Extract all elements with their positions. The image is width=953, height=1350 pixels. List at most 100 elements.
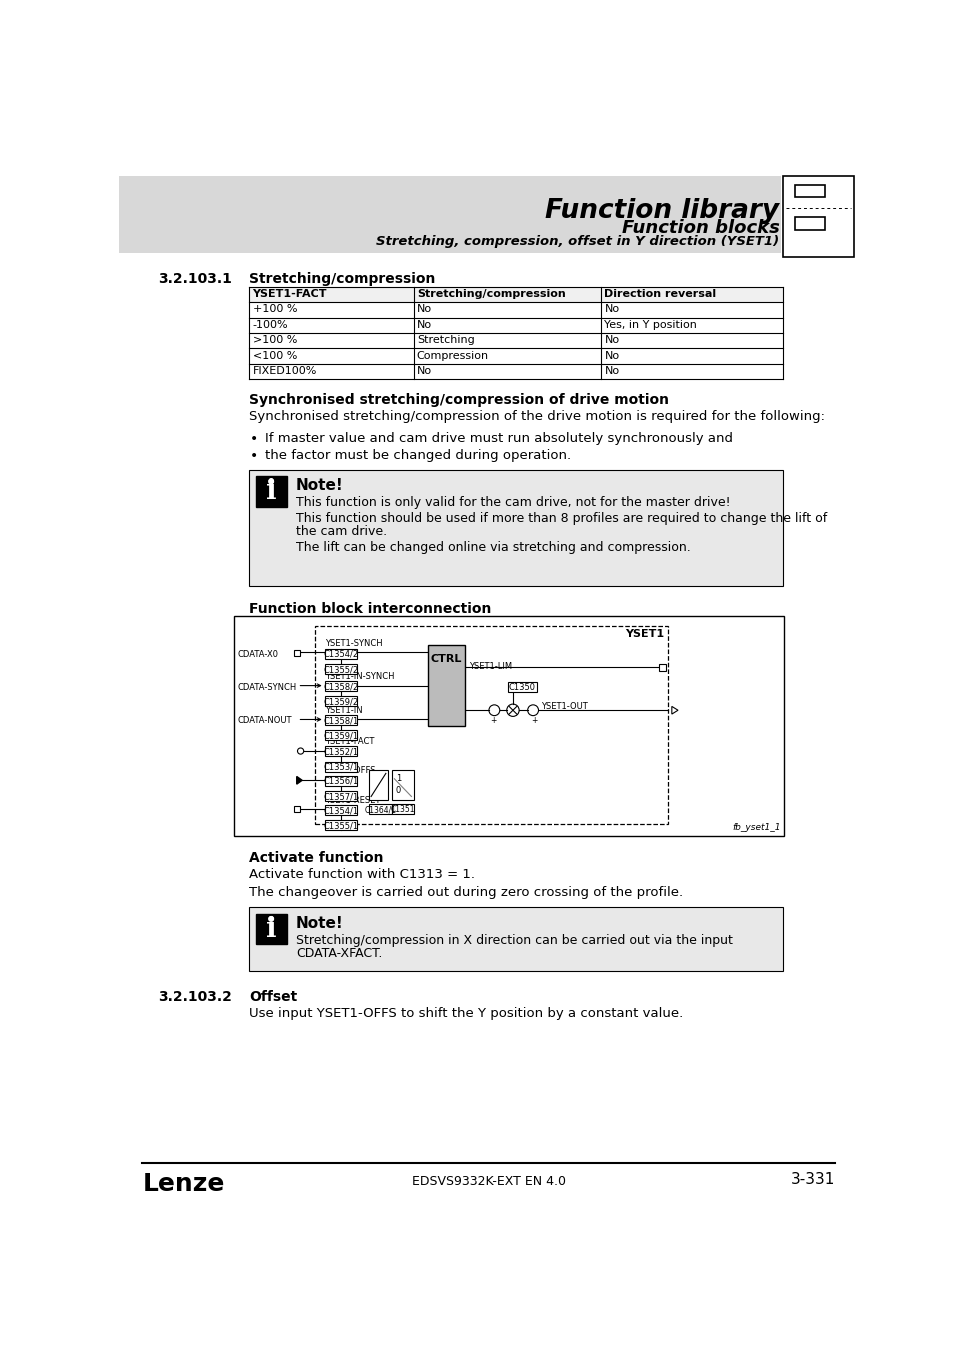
Bar: [315, 625, 667, 825]
Text: 3.2.103.1: 3.2.103.1: [158, 273, 232, 286]
Text: The lift can be changed online via stretching and compression.: The lift can be changed online via stret…: [295, 541, 690, 554]
Text: Function block interconnection: Function block interconnection: [249, 602, 492, 617]
Bar: [794, 185, 823, 197]
Bar: [369, 769, 388, 801]
Text: Stretching: Stretching: [416, 335, 474, 346]
Text: C1354/1: C1354/1: [323, 806, 358, 815]
Text: Direction reversal: Direction reversal: [604, 289, 716, 300]
Text: Function blocks: Function blocks: [621, 219, 779, 238]
Text: No: No: [416, 305, 432, 315]
Text: The changeover is carried out during zero crossing of the profile.: The changeover is carried out during zer…: [249, 886, 683, 899]
Text: C1355/2: C1355/2: [323, 666, 358, 674]
Text: YSET1: YSET1: [624, 629, 663, 640]
Text: •: •: [249, 432, 257, 446]
Text: No: No: [604, 366, 618, 377]
Text: YSET1-FACT: YSET1-FACT: [253, 289, 327, 300]
Text: YSET1-IN-SYNCH: YSET1-IN-SYNCH: [324, 672, 394, 680]
Bar: [324, 664, 356, 674]
Text: No: No: [604, 305, 618, 315]
Bar: [255, 477, 286, 508]
Text: Lenze: Lenze: [142, 1172, 225, 1196]
Bar: [324, 821, 356, 830]
Text: Yes, in Y position: Yes, in Y position: [604, 320, 697, 329]
Text: C1358/1: C1358/1: [323, 716, 358, 725]
Text: Note!: Note!: [295, 478, 343, 494]
Text: fb_yset1_1: fb_yset1_1: [732, 824, 781, 832]
Text: No: No: [416, 366, 432, 377]
Bar: [324, 805, 356, 815]
Text: YSET1-RESET: YSET1-RESET: [324, 795, 379, 805]
Bar: [294, 651, 299, 656]
Text: Synchronised stretching/compression of drive motion: Synchronised stretching/compression of d…: [249, 393, 669, 406]
Text: Synchronised stretching/compression of the drive motion is required for the foll: Synchronised stretching/compression of t…: [249, 410, 824, 423]
Bar: [249, 286, 781, 302]
Text: 3-331: 3-331: [790, 1172, 835, 1187]
Text: C1351: C1351: [390, 806, 415, 814]
Text: YSET1-FACT: YSET1-FACT: [324, 737, 374, 747]
Bar: [392, 769, 414, 801]
Text: i: i: [266, 478, 276, 505]
Text: Note!: Note!: [295, 915, 343, 931]
Bar: [324, 791, 356, 801]
Text: YSET1-SYNCH: YSET1-SYNCH: [324, 640, 382, 648]
Text: Stretching/compression: Stretching/compression: [416, 289, 565, 300]
Text: Compression: Compression: [416, 351, 489, 360]
Bar: [324, 680, 356, 691]
Text: •: •: [249, 450, 257, 463]
Text: 1: 1: [395, 774, 401, 783]
Bar: [255, 914, 286, 944]
Text: YSET1-OUT: YSET1-OUT: [540, 702, 587, 710]
Text: C1358/2: C1358/2: [323, 682, 358, 691]
Text: Function library: Function library: [545, 198, 779, 224]
Text: C1357/1: C1357/1: [323, 792, 358, 802]
Text: CDATA-XFACT.: CDATA-XFACT.: [295, 948, 382, 960]
Text: C1359/2: C1359/2: [323, 698, 358, 706]
Text: +: +: [490, 716, 497, 725]
Text: EDSVS9332K-EXT EN 4.0: EDSVS9332K-EXT EN 4.0: [412, 1176, 565, 1188]
Text: CDATA-NOUT: CDATA-NOUT: [237, 717, 292, 725]
Bar: [324, 747, 356, 756]
Text: Stretching, compression, offset in Y direction (YSET1): Stretching, compression, offset in Y dir…: [376, 235, 779, 248]
Bar: [249, 470, 781, 586]
Bar: [324, 730, 356, 740]
Text: CDATA-SYNCH: CDATA-SYNCH: [237, 683, 296, 691]
Text: FIXED100%: FIXED100%: [253, 366, 316, 377]
Text: Stretching/compression: Stretching/compression: [249, 273, 436, 286]
Bar: [427, 645, 464, 726]
Circle shape: [269, 917, 274, 921]
Text: Activate function with C1313 = 1.: Activate function with C1313 = 1.: [249, 868, 475, 882]
Text: +100 %: +100 %: [253, 305, 296, 315]
Text: >100 %: >100 %: [253, 335, 296, 346]
Bar: [294, 806, 299, 811]
Text: YSET1-OFFS: YSET1-OFFS: [324, 767, 375, 775]
Bar: [781, 176, 853, 258]
Text: Activate function: Activate function: [249, 850, 383, 865]
Text: the cam drive.: the cam drive.: [295, 525, 387, 539]
Text: CTRL: CTRL: [430, 653, 461, 664]
Text: 0: 0: [395, 787, 401, 795]
Text: YSET1-LIM: YSET1-LIM: [468, 662, 512, 671]
Text: C1353/1: C1353/1: [323, 763, 358, 772]
Bar: [507, 682, 537, 691]
Bar: [249, 907, 781, 971]
Bar: [324, 648, 356, 659]
Text: the factor must be changed during operation.: the factor must be changed during operat…: [265, 450, 571, 462]
Text: No: No: [604, 335, 618, 346]
Text: YSET1-IN: YSET1-IN: [324, 706, 362, 714]
Text: C1359/1: C1359/1: [323, 732, 358, 740]
Text: C1355/1: C1355/1: [323, 822, 358, 830]
Text: -100%: -100%: [253, 320, 288, 329]
Bar: [324, 776, 356, 786]
Bar: [324, 761, 356, 772]
Bar: [233, 617, 783, 836]
Polygon shape: [296, 776, 302, 784]
Text: C1364/1: C1364/1: [364, 806, 396, 814]
Text: This function should be used if more than 8 profiles are required to change the : This function should be used if more tha…: [295, 512, 826, 525]
Text: No: No: [604, 351, 618, 360]
Text: CDATA-X0: CDATA-X0: [237, 651, 278, 659]
Bar: [392, 805, 414, 814]
Bar: [324, 697, 356, 706]
Bar: [324, 716, 356, 725]
Bar: [794, 217, 823, 230]
Text: +: +: [530, 716, 537, 725]
